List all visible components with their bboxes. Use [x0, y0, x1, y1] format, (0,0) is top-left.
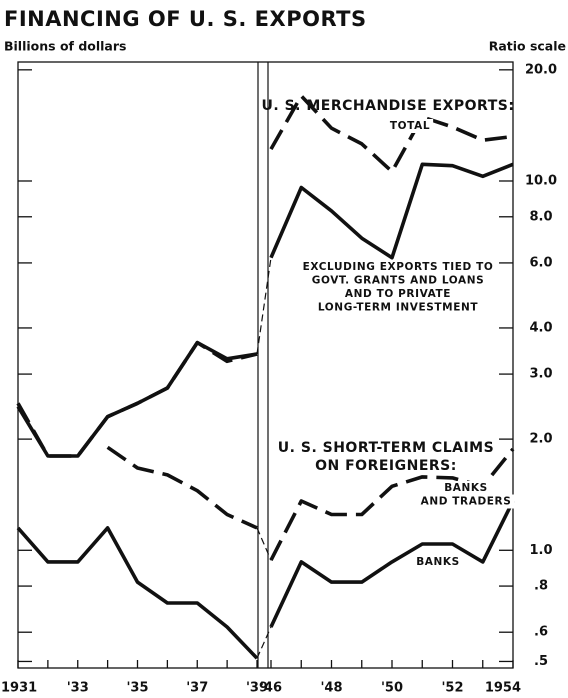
y-tick-label: 1.0 — [529, 543, 552, 558]
plot-frame — [17, 61, 514, 669]
y-tick-label: 20.0 — [525, 62, 557, 77]
x-tick-label: 1931 — [1, 681, 37, 696]
y-tick-label: 10.0 — [525, 173, 557, 188]
x-tick-label: '46 — [260, 681, 282, 696]
annotation: U. S. SHORT-TERM CLAIMS — [278, 440, 494, 456]
series-label: TOTAL — [390, 120, 430, 132]
series-label: AND TO PRIVATE — [345, 288, 451, 300]
series-line — [16, 340, 258, 458]
series-label: BANKS — [444, 482, 488, 494]
break-connector — [256, 626, 272, 659]
y-tick-label: 6.0 — [529, 255, 552, 270]
x-tick-label: 1954 — [485, 681, 521, 696]
series-line — [106, 445, 258, 530]
x-tick-label: '37 — [186, 681, 208, 696]
scale-label: Ratio scale — [489, 39, 566, 54]
label-backing — [441, 481, 491, 495]
label-backing — [386, 119, 434, 133]
break-connector — [256, 527, 272, 561]
label-backing — [413, 555, 463, 569]
y-tick-label: 3.0 — [529, 367, 552, 382]
y-tick-label: 2.0 — [529, 432, 552, 447]
series-label: GOVT. GRANTS AND LOANS — [312, 275, 485, 287]
series-line — [269, 500, 515, 628]
annotation: ON FOREIGNERS: — [315, 458, 457, 474]
x-tick-label: '33 — [67, 681, 89, 696]
label-backing — [308, 273, 488, 288]
label-backing — [314, 300, 482, 315]
series-line — [269, 94, 514, 174]
y-tick-label: 4.0 — [529, 320, 552, 335]
annotation: U. S. MERCHANDISE EXPORTS: — [262, 98, 515, 114]
x-tick-label: '35 — [126, 681, 148, 696]
label-backing — [299, 260, 497, 274]
series-label: BANKS — [416, 556, 460, 568]
series-line — [16, 340, 258, 458]
y-tick-label: .6 — [534, 625, 548, 640]
label-backing — [341, 287, 455, 301]
x-tick-label: '50 — [381, 681, 403, 696]
series-line — [16, 526, 259, 660]
x-tick-label: '48 — [320, 681, 342, 696]
series-label: LONG-TERM INVESTMENT — [318, 302, 479, 314]
y-tick-label: 8.0 — [529, 209, 552, 224]
y-tick-label: .8 — [534, 579, 548, 594]
x-tick-label: '52 — [441, 681, 463, 696]
break-connector — [256, 257, 272, 355]
series-line — [269, 162, 514, 260]
chart-title: FINANCING OF U. S. EXPORTS — [4, 7, 367, 31]
series-label: AND TRADERS — [421, 496, 512, 508]
label-backing — [417, 494, 515, 509]
y-axis-label: Billions of dollars — [4, 39, 126, 54]
x-tick-label: '39 — [246, 681, 268, 696]
series-label: EXCLUDING EXPORTS TIED TO — [303, 261, 494, 273]
y-tick-label: .5 — [534, 654, 548, 669]
